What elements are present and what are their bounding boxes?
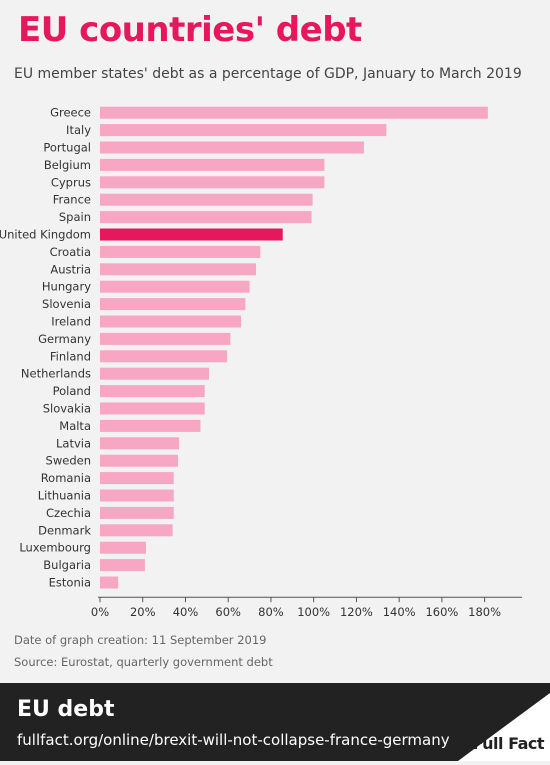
x-tick-label: 20%	[130, 605, 156, 619]
x-tick-label: 100%	[297, 605, 330, 619]
category-label: Denmark	[38, 523, 91, 537]
category-label: Poland	[53, 384, 91, 398]
bar	[100, 124, 387, 137]
bar	[100, 298, 246, 311]
category-label: Sweden	[46, 454, 91, 468]
bar	[100, 106, 488, 119]
bar-chart: Greece Italy Portugal Belgium Cyprus France Sp…	[0, 106, 522, 619]
category-label: Czechia	[46, 506, 91, 520]
category-label: Finland	[50, 349, 91, 363]
category-label: Hungary	[42, 280, 91, 294]
category-label: France	[53, 193, 91, 207]
bar	[100, 524, 173, 537]
full-fact-logo: Full Fact	[458, 693, 550, 761]
bar	[100, 541, 146, 554]
category-label: Greece	[50, 106, 91, 120]
bar	[100, 245, 261, 258]
bar	[100, 141, 364, 154]
category-label: Croatia	[50, 245, 91, 259]
article-link[interactable]: fullfact.org/online/brexit-will-not-coll…	[17, 731, 450, 749]
bar	[100, 332, 231, 345]
category-label: Cyprus	[51, 175, 91, 189]
source-note: Source: Eurostat, quarterly government d…	[14, 655, 273, 669]
category-label: Spain	[59, 210, 91, 224]
category-label: Belgium	[44, 158, 91, 172]
x-tick-label: 180%	[468, 605, 501, 619]
footer-title: EU debt	[17, 697, 115, 722]
x-tick-label: 40%	[173, 605, 199, 619]
x-tick-label: 120%	[340, 605, 373, 619]
category-label: Ireland	[51, 315, 91, 329]
x-tick-label: 0%	[91, 605, 109, 619]
category-label: Malta	[59, 419, 91, 433]
bar	[100, 506, 174, 519]
bar	[100, 158, 325, 171]
bar	[100, 472, 174, 485]
category-label: Romania	[41, 471, 91, 485]
logo-triangle-icon	[458, 693, 550, 761]
bar	[100, 489, 174, 502]
category-label: Luxembourg	[19, 541, 91, 555]
category-label: Slovenia	[42, 297, 91, 311]
bar	[100, 385, 205, 398]
bar	[100, 193, 313, 206]
bar	[100, 367, 209, 380]
graph-creation-date: Date of graph creation: 11 September 201…	[14, 633, 267, 647]
category-label: Portugal	[43, 141, 91, 155]
bar	[100, 315, 242, 328]
chart-title: EU countries' debt	[18, 10, 362, 50]
bar	[100, 419, 201, 432]
bar	[100, 263, 256, 276]
category-label: United Kingdom	[0, 228, 91, 242]
bar	[100, 280, 250, 293]
bar	[100, 402, 205, 415]
bar	[100, 228, 283, 241]
footer-bar: EU debt fullfact.org/online/brexit-will-…	[0, 683, 550, 761]
category-label: Netherlands	[21, 367, 91, 381]
category-label: Slovakia	[43, 402, 91, 416]
category-label: Austria	[50, 262, 91, 276]
bar	[100, 576, 119, 589]
bar	[100, 559, 145, 572]
x-tick-label: 60%	[215, 605, 241, 619]
category-label: Lithuania	[38, 489, 91, 503]
bar	[100, 350, 228, 363]
category-label: Estonia	[49, 576, 91, 590]
bar	[100, 211, 312, 224]
chart-subtitle: EU member states' debt as a percentage o…	[14, 66, 522, 82]
bar	[100, 176, 325, 189]
x-tick-label: 160%	[425, 605, 458, 619]
x-tick-label: 140%	[383, 605, 416, 619]
category-label: Germany	[38, 332, 91, 346]
category-label: Italy	[66, 123, 91, 137]
bar	[100, 454, 178, 467]
category-label: Bulgaria	[43, 558, 91, 572]
x-tick-label: 80%	[258, 605, 284, 619]
bar	[100, 437, 180, 450]
category-label: Latvia	[56, 436, 91, 450]
logo-text: Full Fact	[472, 734, 545, 753]
